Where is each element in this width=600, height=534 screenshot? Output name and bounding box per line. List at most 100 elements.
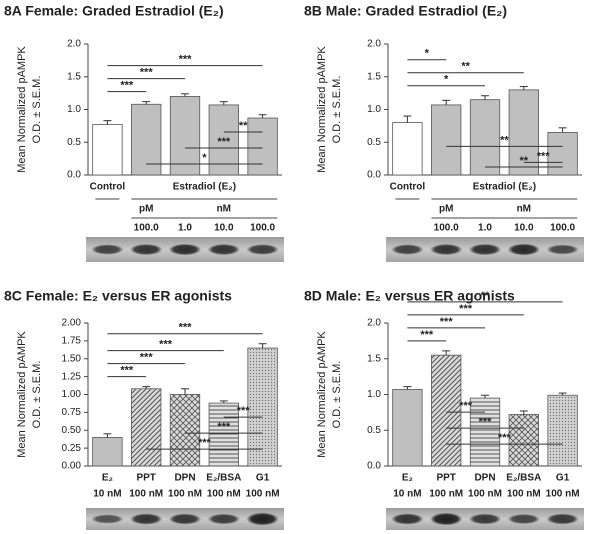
y-tick-label: 1.25 — [62, 371, 82, 382]
bar — [247, 117, 278, 176]
bar — [508, 414, 539, 467]
y-axis-label: Mean Normalized pAMPK — [316, 46, 328, 173]
significance-label: *** — [140, 67, 154, 79]
significance-label: *** — [120, 80, 134, 92]
x-tick-label: E₂/BSA — [206, 473, 241, 484]
dose-label: 100 nM — [507, 489, 541, 500]
significance-label: *** — [120, 365, 134, 377]
significance-label: * — [425, 48, 430, 60]
bar — [547, 132, 578, 176]
significance-label: ** — [500, 134, 509, 146]
significance-label: *** — [159, 339, 173, 351]
y-axis-label: O.D. ± S.E.M. — [31, 76, 43, 144]
y-tick-label: 0.00 — [62, 461, 82, 472]
y-tick-label: 1.0 — [367, 104, 381, 115]
y-axis-label: Mean Normalized pAMPK — [16, 331, 28, 458]
significance-label: *** — [217, 136, 231, 148]
significance-label: *** — [440, 316, 454, 328]
blot-band — [129, 243, 163, 256]
y-axis-label: O.D. ± S.E.M. — [331, 361, 343, 429]
significance-label: *** — [179, 322, 193, 334]
x-tick-label: E₂/BSA — [506, 473, 541, 484]
bar — [469, 397, 501, 467]
group-label: Estradiol (E₂) — [473, 182, 536, 193]
blot-band — [91, 244, 124, 255]
y-tick-label: 2.0 — [67, 39, 81, 50]
y-axis-label: O.D. ± S.E.M. — [31, 361, 43, 429]
y-tick-label: 0.0 — [67, 170, 81, 181]
bar — [547, 394, 578, 467]
dose-label: 1.0 — [178, 223, 192, 234]
y-axis-label: Mean Normalized pAMPK — [316, 331, 328, 458]
unit-label: pM — [139, 204, 153, 215]
y-tick-label: 0.25 — [62, 443, 82, 454]
y-tick-label: 0.75 — [62, 407, 82, 418]
dose-label: 100 nM — [546, 489, 580, 500]
panel-title: 8B Male: Graded Estradiol (E₂) — [304, 3, 507, 19]
unit-label: pM — [439, 204, 453, 215]
x-tick-label: DPN — [474, 473, 495, 484]
bar — [208, 402, 239, 467]
blot-band — [468, 513, 502, 525]
x-tick-label: G1 — [256, 473, 270, 484]
bar — [469, 99, 501, 176]
bar — [169, 394, 201, 467]
y-tick-label: 0.0 — [367, 461, 381, 472]
bar — [169, 96, 201, 176]
significance-label: *** — [237, 405, 251, 417]
blot-band — [391, 513, 424, 525]
dose-label: 1.0 — [478, 223, 492, 234]
y-axis-label: Mean Normalized pAMPK — [16, 46, 28, 173]
y-tick-label: 1.0 — [367, 389, 381, 400]
significance-label: * — [202, 152, 207, 164]
significance-label: *** — [459, 400, 473, 412]
dose-label: 10 nM — [393, 489, 421, 500]
panel-title: 8D Male: E₂ versus ER agonists — [304, 288, 515, 304]
significance-label: ** — [481, 290, 490, 302]
x-tick-label: PPT — [436, 473, 455, 484]
significance-label: ** — [461, 61, 470, 73]
significance-label: *** — [217, 421, 231, 433]
unit-label: nM — [517, 204, 531, 215]
bar — [92, 124, 123, 176]
y-tick-label: 0.5 — [367, 425, 381, 436]
significance-label: *** — [459, 303, 473, 315]
bar — [131, 388, 162, 467]
bar — [208, 104, 239, 176]
significance-label: ** — [239, 120, 248, 132]
dose-label: 100 nM — [207, 489, 241, 500]
panel-title: 8A Female: Graded Estradiol (E₂) — [4, 3, 224, 19]
bar — [392, 122, 423, 176]
blot-band — [91, 514, 124, 524]
y-tick-label: 1.5 — [367, 71, 381, 82]
y-tick-label: 1.50 — [62, 353, 82, 364]
dose-label: 100.0 — [550, 223, 575, 234]
blot-band — [429, 243, 463, 256]
blot-band — [207, 243, 241, 256]
y-tick-label: 1.5 — [367, 353, 381, 364]
bar — [508, 89, 539, 176]
y-tick-label: 2.0 — [367, 39, 381, 50]
dose-label: 10.0 — [514, 223, 534, 234]
significance-label: *** — [140, 352, 154, 364]
x-tick-label: Control — [390, 182, 426, 193]
y-axis-label: O.D. ± S.E.M. — [331, 76, 343, 144]
group-label: Estradiol (E₂) — [173, 182, 236, 193]
y-tick-label: 1.0 — [67, 104, 81, 115]
y-tick-label: 1.75 — [62, 336, 82, 347]
bar — [92, 436, 123, 467]
significance-label: *** — [198, 437, 212, 449]
dose-label: 100.0 — [250, 223, 275, 234]
blot-band — [168, 243, 202, 256]
bar — [431, 104, 462, 176]
bar — [431, 354, 462, 467]
significance-label: *** — [479, 416, 493, 428]
dose-label: 100.0 — [134, 223, 159, 234]
dose-label: 100.0 — [434, 223, 459, 234]
significance-label: *** — [498, 432, 512, 444]
y-tick-label: 1.00 — [62, 389, 82, 400]
bar — [247, 347, 278, 467]
blot-band — [246, 244, 279, 255]
x-tick-label: E₂ — [102, 473, 113, 484]
